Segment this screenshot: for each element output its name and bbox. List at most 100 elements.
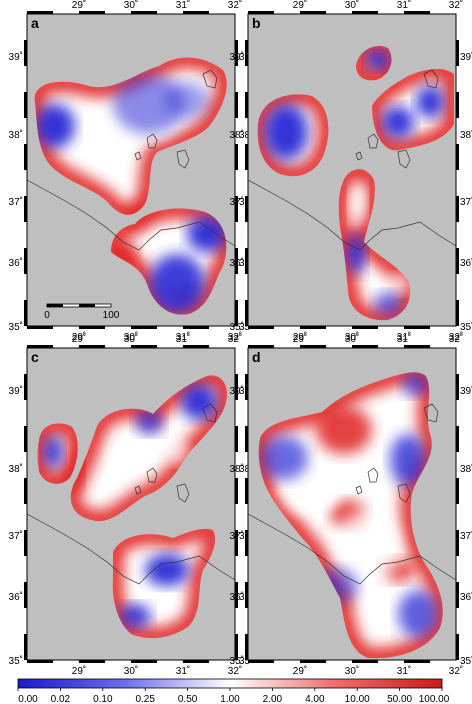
colorbar-ramp — [17, 678, 443, 689]
lake-outline — [176, 149, 190, 169]
low-ratio-area — [149, 254, 205, 314]
low-ratio-area — [374, 292, 402, 316]
colorbar-tick-label: 0.00 — [18, 694, 38, 704]
scale-bar: 0 100 — [44, 303, 120, 321]
map-panel-a: 29˚ 29˚ 30˚ 30˚ 31˚ 31˚ 32˚ 32˚ 39˚ 39˚ 38˚ 38˚ 37˚ 3… — [9, 0, 254, 343]
x-tick-label-bottom: 29˚ — [72, 665, 86, 677]
x-tick-label-top: 32˚ — [228, 0, 242, 11]
panel-label: a — [31, 15, 39, 31]
y-tick-label-right: 36˚ — [460, 591, 472, 603]
neutral-ratio-area — [334, 508, 402, 588]
x-tick-label-bottom: 32˚ — [449, 331, 463, 343]
low-ratio-area — [119, 604, 151, 628]
low-ratio-area — [165, 82, 209, 118]
x-tick-label-bottom: 31˚ — [397, 665, 411, 677]
y-tick-label-right: 39˚ — [460, 51, 472, 63]
x-tick-label-bottom: 31˚ — [176, 665, 190, 677]
x-tick-label-top: 31˚ — [397, 0, 411, 11]
lake-outline — [397, 483, 411, 503]
coastline — [27, 513, 235, 585]
colorbar-tick-label: 2.00 — [263, 694, 283, 704]
y-tick-label-left: 35˚ — [9, 321, 23, 333]
y-tick-label-right: 38˚ — [460, 463, 472, 475]
x-tick-label-bottom: 31˚ — [397, 331, 411, 343]
low-ratio-area — [43, 436, 63, 468]
colorbar-tick-label: 0.02 — [51, 694, 71, 704]
y-tick-label-left: 39˚ — [9, 51, 23, 63]
y-tick-label-left: 38˚ — [9, 129, 23, 141]
map-panel-b: 29˚ 29˚ 30˚ 30˚ 31˚ 31˚ 32˚ 32˚ 39˚ 39˚ 38˚ 38˚ 37˚ 3… — [230, 0, 472, 343]
low-ratio-area — [260, 436, 308, 480]
low-ratio-area — [145, 554, 189, 586]
lake-outline — [202, 69, 218, 89]
x-tick-label-bottom: 29˚ — [72, 331, 86, 343]
y-tick-label-left: 38˚ — [230, 129, 244, 141]
y-tick-label-left: 37˚ — [230, 530, 244, 542]
x-tick-label-bottom: 29˚ — [293, 331, 307, 343]
colorbar-tick-label: 0.25 — [135, 694, 155, 704]
lake-outline — [202, 403, 218, 423]
colorbar-tick-label: 0.10 — [93, 694, 113, 704]
y-tick-label-left: 36˚ — [230, 591, 244, 603]
y-tick-label-left: 39˚ — [9, 385, 23, 397]
x-tick-label-top: 29˚ — [72, 0, 86, 11]
x-tick-label-bottom: 32˚ — [228, 665, 242, 677]
low-ratio-area — [346, 234, 366, 274]
y-tick-label-left: 37˚ — [230, 196, 244, 208]
coastline — [248, 179, 456, 251]
x-tick-label-bottom: 31˚ — [176, 331, 190, 343]
scale-bar-start: 0 — [44, 310, 50, 321]
lake-outline — [134, 485, 142, 495]
map-panel-d: 29˚ 29˚ 30˚ 30˚ 31˚ 31˚ 32˚ 32˚ 39˚ 39˚ 38˚ 38˚ 37˚ 3… — [230, 333, 472, 677]
low-ratio-area — [264, 104, 308, 160]
lake-outline — [355, 485, 363, 495]
y-tick-label-left: 37˚ — [9, 530, 23, 542]
coastline — [248, 513, 456, 585]
panel-label: b — [252, 15, 261, 31]
lake-outline — [367, 133, 379, 149]
low-ratio-area — [366, 50, 390, 70]
neutral-ratio-area — [109, 444, 145, 472]
low-ratio-area — [390, 434, 426, 486]
map-panel-c: 29˚ 29˚ 30˚ 30˚ 31˚ 31˚ 32˚ 32˚ 39˚ 39˚ 38˚ 38˚ 37˚ 3… — [9, 333, 254, 677]
y-tick-label-left: 39˚ — [230, 385, 244, 397]
low-ratio-area — [187, 216, 227, 252]
y-tick-label-left: 36˚ — [230, 257, 244, 269]
x-tick-label-bottom: 29˚ — [293, 665, 307, 677]
panel-label: d — [252, 349, 261, 365]
y-tick-label-right: 38˚ — [460, 129, 472, 141]
x-tick-label-top: 30˚ — [345, 333, 359, 345]
x-tick-label-top: 29˚ — [293, 333, 307, 345]
colorbar-tick-label: 10.00 — [345, 694, 370, 704]
y-tick-label-left: 38˚ — [230, 463, 244, 475]
lake-outline — [397, 149, 411, 169]
colorbar-tick-label: 50.00 — [387, 694, 412, 704]
low-ratio-area — [113, 74, 185, 134]
x-tick-label-top: 32˚ — [449, 333, 463, 345]
colorbar-tick-label: 4.00 — [305, 694, 325, 704]
x-tick-label-top: 31˚ — [397, 333, 411, 345]
lake-outline — [176, 483, 190, 503]
lake-outline — [367, 467, 379, 483]
high-ratio-rim — [258, 372, 443, 659]
y-tick-label-left: 36˚ — [9, 591, 23, 603]
low-ratio-area — [402, 372, 430, 396]
y-tick-label-left: 35˚ — [9, 655, 23, 667]
x-tick-label-top: 30˚ — [124, 0, 138, 11]
y-tick-label-right: 35˚ — [460, 655, 472, 667]
high-ratio-rim — [37, 412, 89, 495]
colorbar: 0.00 0.02 0.10 0.25 0.50 1.00 2.00 4.00 10.00 50.… — [17, 678, 450, 704]
y-tick-label-left: 37˚ — [9, 196, 23, 208]
x-tick-label-top: 29˚ — [72, 333, 86, 345]
high-ratio-rim — [101, 517, 227, 639]
low-ratio-area — [181, 384, 217, 420]
high-ratio-area — [316, 406, 372, 454]
neutral-ratio-area — [390, 274, 410, 294]
neutral-ratio-area — [165, 440, 189, 464]
low-ratio-area — [135, 410, 163, 434]
colorbar-tick-label: 1.00 — [220, 694, 240, 704]
y-tick-label-right: 37˚ — [460, 196, 472, 208]
lake-outline — [134, 151, 142, 161]
x-tick-label-top: 30˚ — [124, 333, 138, 345]
